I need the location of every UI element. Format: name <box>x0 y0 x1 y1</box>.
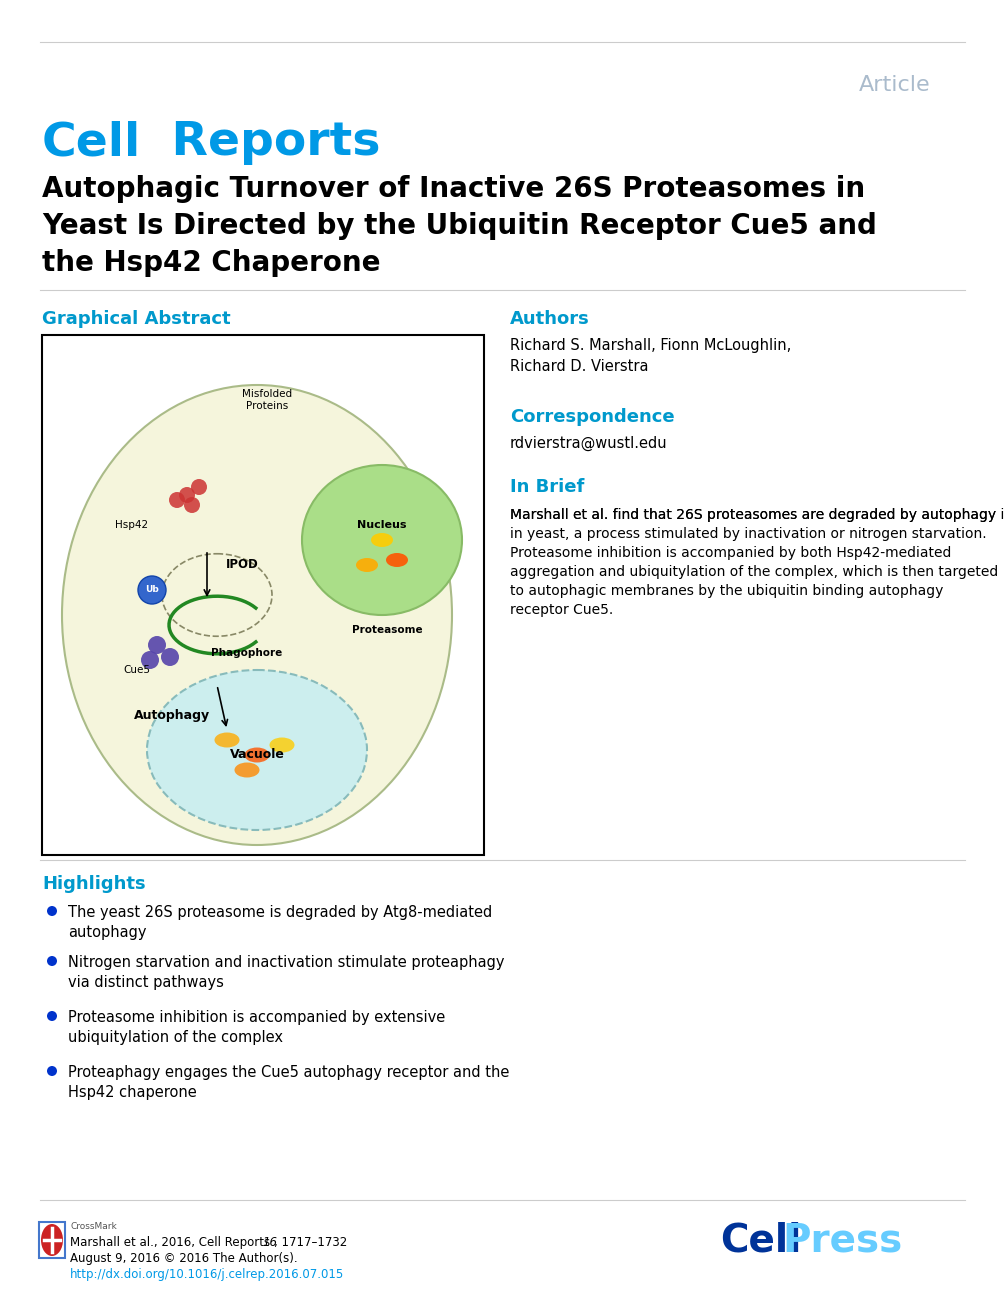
Ellipse shape <box>234 762 259 778</box>
Circle shape <box>161 649 179 666</box>
Text: Cue5: Cue5 <box>124 666 151 675</box>
Ellipse shape <box>147 669 367 830</box>
Circle shape <box>47 957 57 966</box>
Ellipse shape <box>371 532 393 547</box>
Ellipse shape <box>41 1224 63 1255</box>
Text: Marshall et al. find that 26S proteasomes are degraded by autophagy in yeast, a : Marshall et al. find that 26S proteasome… <box>510 508 1005 522</box>
Circle shape <box>138 576 166 604</box>
Text: CrossMark: CrossMark <box>70 1221 117 1231</box>
Circle shape <box>179 487 195 502</box>
Circle shape <box>184 497 200 513</box>
Ellipse shape <box>62 385 452 846</box>
Text: Correspondence: Correspondence <box>510 408 674 425</box>
Circle shape <box>47 1011 57 1021</box>
Text: Hsp42: Hsp42 <box>116 519 149 530</box>
Circle shape <box>169 492 185 508</box>
Text: Nucleus: Nucleus <box>357 519 407 530</box>
Ellipse shape <box>244 748 269 762</box>
Circle shape <box>47 1066 57 1077</box>
Text: 16: 16 <box>262 1236 277 1249</box>
Text: Cell: Cell <box>42 120 142 164</box>
Text: Authors: Authors <box>510 311 590 328</box>
Text: Richard S. Marshall, Fionn McLoughlin,
Richard D. Vierstra: Richard S. Marshall, Fionn McLoughlin, R… <box>510 338 791 375</box>
Text: Autophagy: Autophagy <box>134 709 210 722</box>
Text: The yeast 26S proteasome is degraded by Atg8-mediated
autophagy: The yeast 26S proteasome is degraded by … <box>68 904 492 940</box>
Text: Cell: Cell <box>720 1221 801 1259</box>
Text: , 1717–1732: , 1717–1732 <box>274 1236 348 1249</box>
Text: Proteaphagy engages the Cue5 autophagy receptor and the
Hsp42 chaperone: Proteaphagy engages the Cue5 autophagy r… <box>68 1065 510 1100</box>
Text: Phagophore: Phagophore <box>211 649 282 658</box>
Text: Article: Article <box>858 74 930 95</box>
Ellipse shape <box>269 737 294 753</box>
Text: Nitrogen starvation and inactivation stimulate proteaphagy
via distinct pathways: Nitrogen starvation and inactivation sti… <box>68 955 505 989</box>
Ellipse shape <box>356 559 378 572</box>
Circle shape <box>148 636 166 654</box>
Text: Reports: Reports <box>155 120 381 164</box>
Text: Ub: Ub <box>145 586 159 595</box>
Circle shape <box>141 651 159 669</box>
Ellipse shape <box>386 553 408 566</box>
Text: August 9, 2016 © 2016 The Author(s).: August 9, 2016 © 2016 The Author(s). <box>70 1251 297 1265</box>
Circle shape <box>191 479 207 495</box>
Circle shape <box>47 906 57 916</box>
Text: Marshall et al. find that 26S proteasomes are degraded by autophagy in yeast, a : Marshall et al. find that 26S proteasome… <box>510 508 998 617</box>
Text: http://dx.doi.org/10.1016/j.celrep.2016.07.015: http://dx.doi.org/10.1016/j.celrep.2016.… <box>70 1268 345 1282</box>
Text: Autophagic Turnover of Inactive 26S Proteasomes in
Yeast Is Directed by the Ubiq: Autophagic Turnover of Inactive 26S Prot… <box>42 175 877 277</box>
Text: Highlights: Highlights <box>42 874 146 893</box>
Text: Vacuole: Vacuole <box>229 749 284 762</box>
Text: Marshall et al., 2016, Cell Reports: Marshall et al., 2016, Cell Reports <box>70 1236 274 1249</box>
Bar <box>39 1221 65 1258</box>
Text: Misfolded
Proteins: Misfolded Proteins <box>242 389 292 411</box>
Ellipse shape <box>302 465 462 615</box>
Text: In Brief: In Brief <box>510 478 584 496</box>
Text: rdvierstra@wustl.edu: rdvierstra@wustl.edu <box>510 436 667 452</box>
Text: Proteasome inhibition is accompanied by extensive
ubiquitylation of the complex: Proteasome inhibition is accompanied by … <box>68 1010 445 1045</box>
Text: Graphical Abstract: Graphical Abstract <box>42 311 230 328</box>
Text: Press: Press <box>782 1221 902 1259</box>
Text: Proteasome: Proteasome <box>352 625 422 636</box>
Ellipse shape <box>214 732 239 748</box>
Bar <box>42 335 484 855</box>
Text: IPOD: IPOD <box>226 559 258 572</box>
